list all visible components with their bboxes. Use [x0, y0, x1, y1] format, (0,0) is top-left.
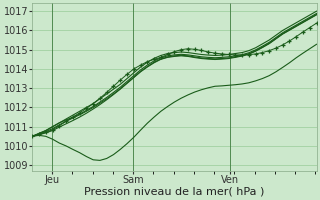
- X-axis label: Pression niveau de la mer( hPa ): Pression niveau de la mer( hPa ): [84, 187, 265, 197]
